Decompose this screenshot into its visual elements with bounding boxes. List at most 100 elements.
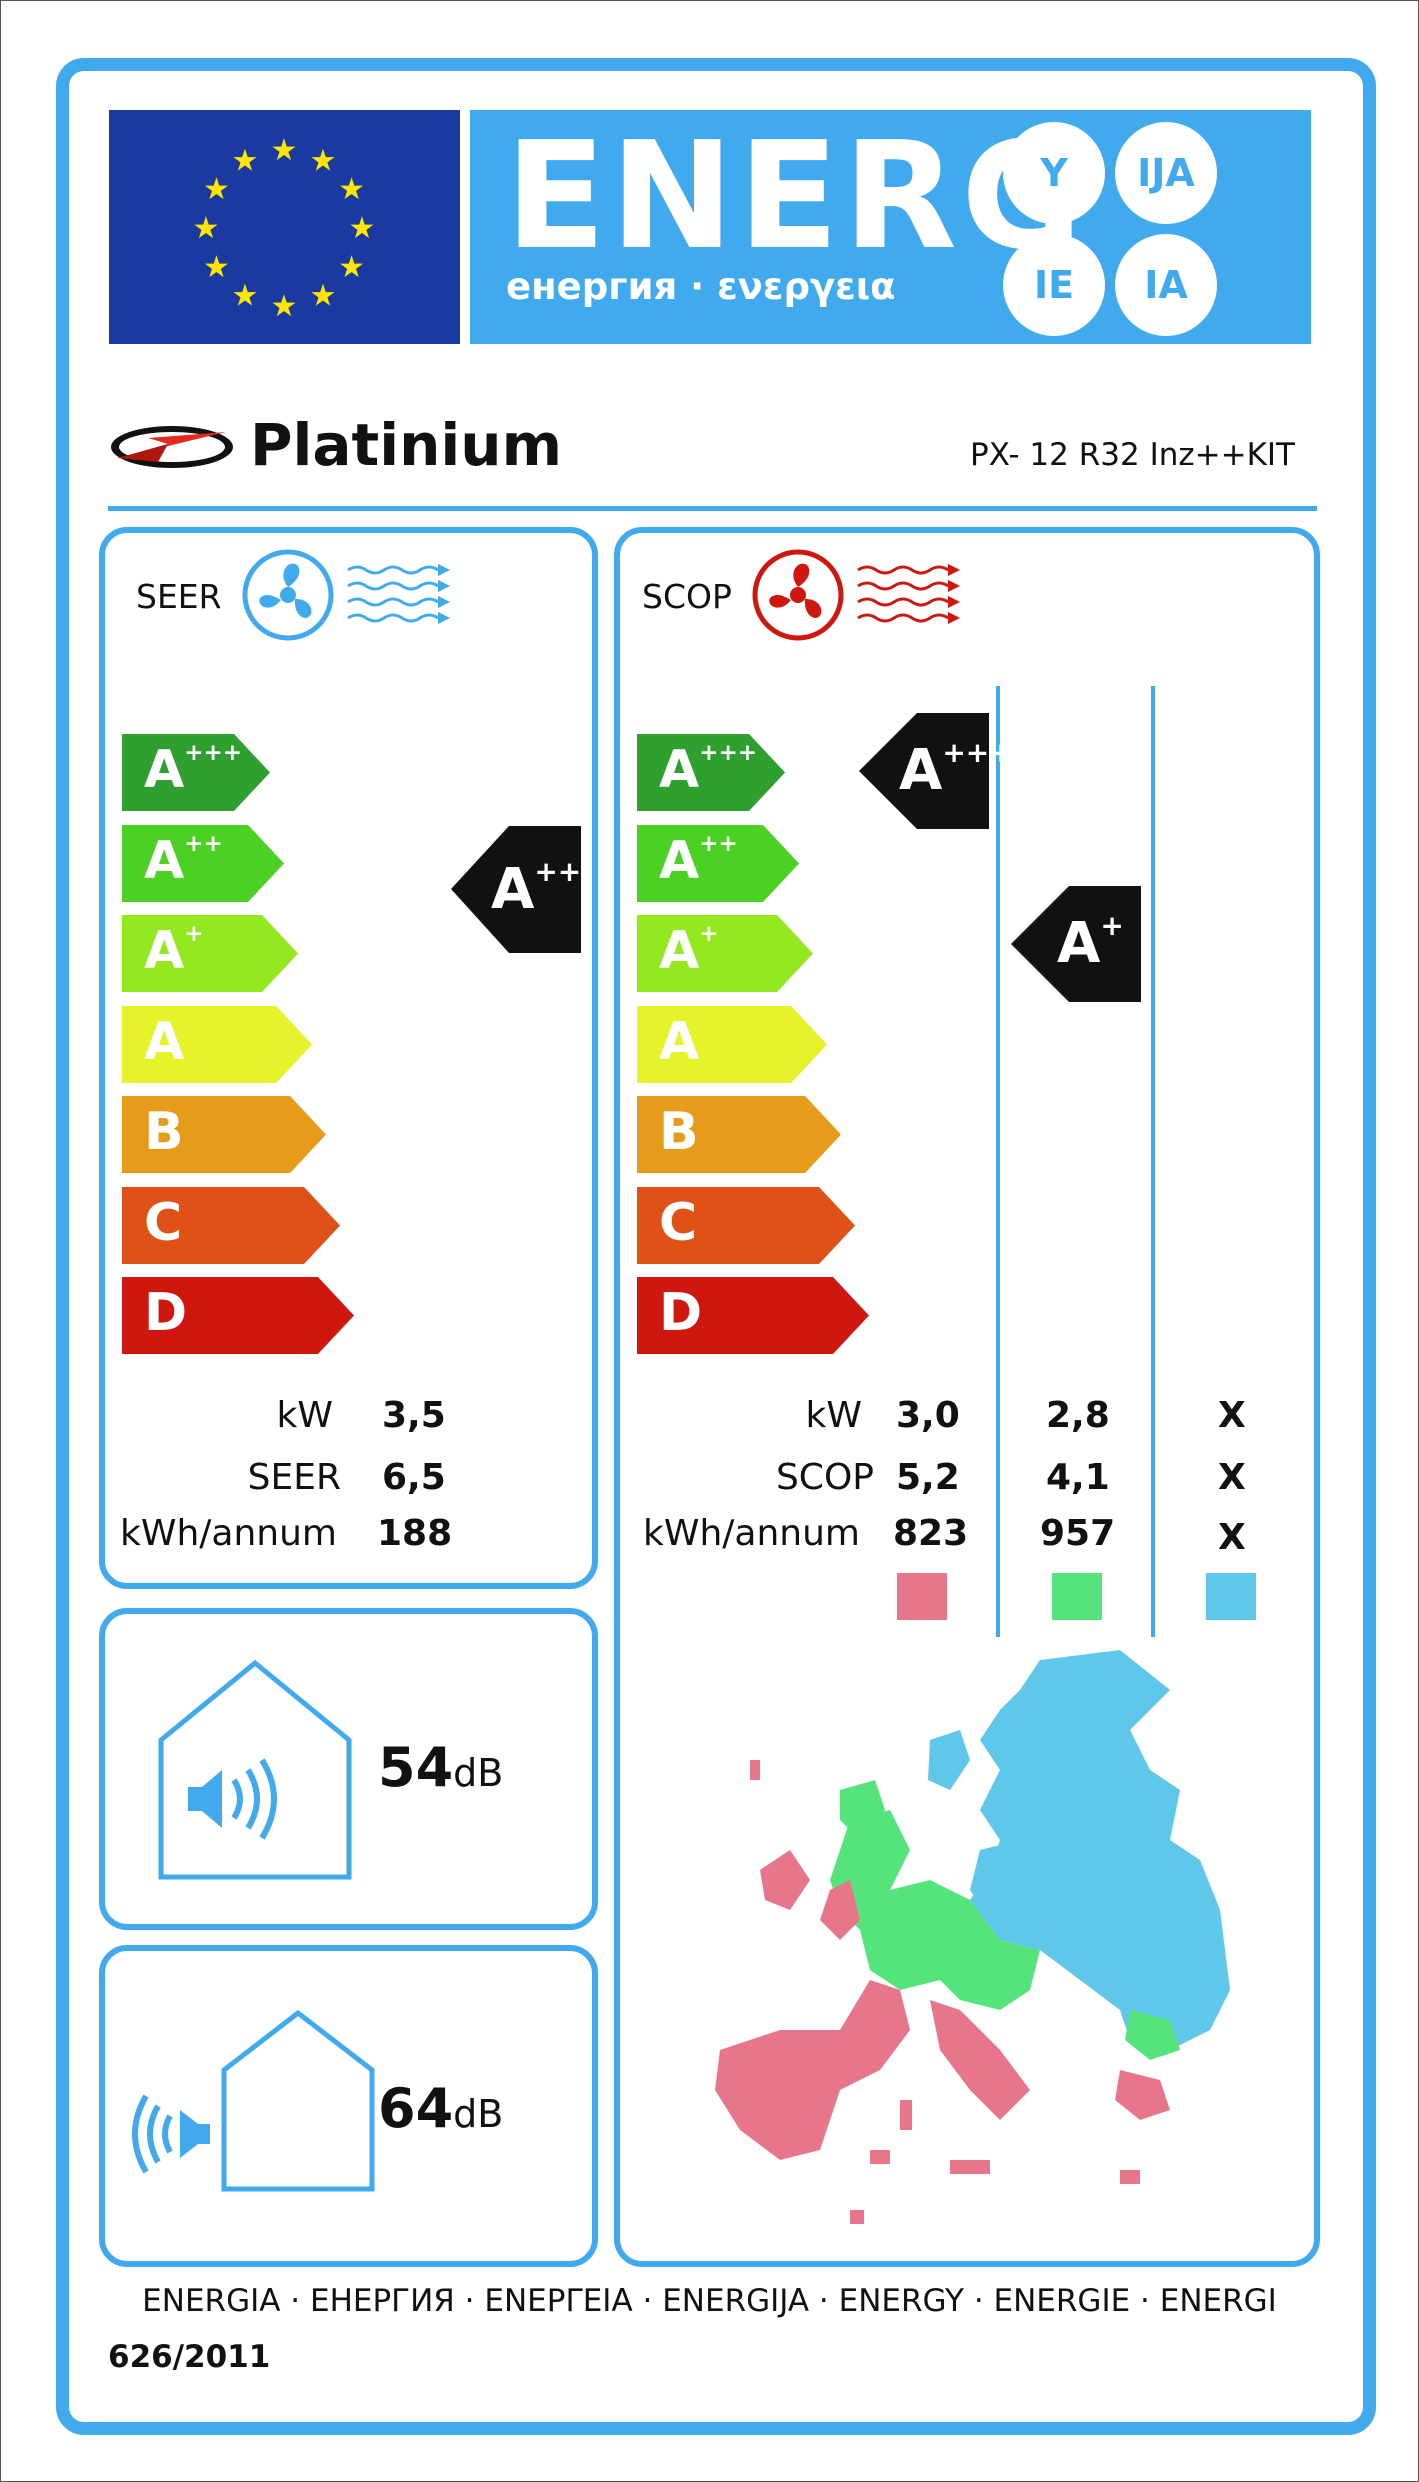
platinium-logo-icon	[108, 418, 236, 480]
heating-value-kwh-average: 957	[1040, 1513, 1116, 1554]
zone-swatch-average	[1052, 1573, 1102, 1620]
heating-value-kwh-warmer: 823	[893, 1513, 969, 1554]
eu-star-icon: ★	[271, 133, 298, 168]
energy-label-frame	[56, 58, 1376, 2435]
cooling-class-label: A+++	[144, 740, 243, 800]
heating-fan-icon	[750, 548, 972, 646]
heating-class-label: A++	[659, 831, 738, 891]
heating-class-arrow: A+	[637, 915, 813, 992]
language-suffix-ie: IE	[1003, 234, 1105, 336]
eu-star-icon: ★	[203, 172, 230, 207]
indoor-noise-panel	[99, 1608, 598, 1930]
outdoor-noise-panel	[99, 1945, 598, 2267]
heating-rating-average-pointer: A+	[1011, 886, 1141, 1013]
heating-value-kw-average: 2,8	[1046, 1395, 1110, 1436]
heating-value-kwh-colder: X	[1218, 1517, 1246, 1558]
language-suffix-ija: IJA	[1115, 122, 1217, 224]
language-suffix-ia: IA	[1115, 234, 1217, 336]
indoor-noise-number: 54	[378, 1736, 454, 1799]
brand-name: Platinium	[250, 411, 563, 479]
heating-class-arrow: A++	[637, 825, 799, 902]
heating-value-kw-colder: X	[1218, 1395, 1246, 1436]
heating-class-arrow: A	[637, 1006, 827, 1083]
cooling-class-label: B	[144, 1102, 184, 1162]
heating-rating-warmer-label: A+++	[899, 739, 1013, 799]
outdoor-noise-value: 64dB	[378, 2082, 503, 2136]
heating-class-arrow: B	[637, 1096, 841, 1173]
cooling-label-kwh: kWh/annum	[120, 1513, 337, 1554]
cooling-label-seer: SEER	[247, 1457, 341, 1498]
cooling-rating-label: A++	[491, 858, 581, 918]
divider	[108, 506, 1317, 511]
eu-star-icon: ★	[310, 143, 337, 178]
heating-rating-warmer-value: A+++	[899, 736, 1013, 803]
heating-class-label: C	[659, 1193, 698, 1253]
cooling-class-arrow: A+	[122, 915, 298, 992]
eu-star-icon: ★	[338, 250, 365, 285]
cooling-class-arrow: A++	[122, 825, 284, 902]
heating-rating-average-value: A+	[1057, 909, 1124, 976]
cooling-class-label: C	[144, 1193, 183, 1253]
eu-star-icon: ★	[193, 211, 220, 246]
zone-swatch-colder	[1206, 1573, 1256, 1620]
cooling-label-kw: kW	[276, 1395, 333, 1436]
heating-label-scop: SCOP	[775, 1457, 874, 1498]
heating-class-label: B	[659, 1102, 699, 1162]
cooling-class-arrow: A+++	[122, 734, 270, 811]
heating-rating-average-label: A+	[1057, 912, 1124, 972]
heating-value-scop-colder: X	[1218, 1457, 1246, 1498]
cooling-panel	[99, 527, 598, 1589]
indoor-noise-unit: dB	[453, 1751, 504, 1795]
energy-subtitle: енергия · ενεργεια	[506, 265, 896, 308]
heating-label-kwh: kWh/annum	[643, 1513, 860, 1554]
cooling-class-arrow: C	[122, 1187, 340, 1264]
heating-class-arrow: C	[637, 1187, 855, 1264]
heating-rating-warmer-pointer: A+++	[859, 713, 1013, 840]
zone-swatch-warmer	[897, 1573, 947, 1620]
eu-star-icon: ★	[271, 289, 298, 324]
eu-flag-icon: ★ ★ ★ ★ ★ ★ ★ ★ ★ ★ ★ ★	[109, 110, 460, 344]
energy-title: ENERG	[505, 110, 1087, 282]
eu-star-icon: ★	[232, 143, 259, 178]
heating-class-label: A	[659, 1012, 700, 1072]
heating-class-arrow: A+++	[637, 734, 785, 811]
zone-divider	[996, 686, 1000, 1637]
indoor-noise-value: 54dB	[378, 1741, 503, 1795]
cooling-value-kwh: 188	[377, 1513, 453, 1554]
indoor-noise-icon	[158, 1659, 352, 1884]
footer-languages: ENERGIA · ЕНЕРГИЯ · ΕΝΕΡΓΕΙΑ · ENERGIJA …	[142, 2283, 1277, 2319]
language-suffix-y: Y	[1003, 122, 1105, 224]
cooling-value-seer: 6,5	[382, 1457, 446, 1498]
eu-star-icon: ★	[338, 172, 365, 207]
heating-title: SCOP	[642, 577, 732, 616]
cooling-class-arrow: D	[122, 1277, 354, 1354]
heating-class-label: D	[659, 1283, 703, 1343]
cooling-title: SEER	[136, 577, 222, 616]
cooling-class-label: A	[144, 1012, 185, 1072]
outdoor-noise-number: 64	[378, 2077, 454, 2140]
outdoor-noise-icon	[128, 2009, 378, 2196]
heating-class-label: A+++	[659, 740, 758, 800]
model-identifier: PX- 12 R32 Inz++KIT	[970, 437, 1295, 473]
heating-class-label: A+	[659, 921, 719, 981]
eu-star-icon: ★	[232, 279, 259, 314]
eu-star-icon: ★	[203, 250, 230, 285]
regulation-number: 626/2011	[108, 2339, 271, 2375]
cooling-fan-icon	[240, 548, 462, 646]
eu-star-icon: ★	[310, 279, 337, 314]
heating-value-scop-warmer: 5,2	[896, 1457, 960, 1498]
cooling-value-kw: 3,5	[382, 1395, 446, 1436]
europe-climate-map	[700, 1650, 1240, 2254]
heating-class-arrow: D	[637, 1277, 869, 1354]
cooling-class-label: A++	[144, 831, 223, 891]
cooling-class-label: D	[144, 1283, 188, 1343]
cooling-class-label: A+	[144, 921, 204, 981]
cooling-class-arrow: B	[122, 1096, 326, 1173]
outdoor-noise-unit: dB	[453, 2092, 504, 2136]
eu-star-icon: ★	[349, 211, 376, 246]
heating-panel	[614, 527, 1320, 2267]
cooling-rating-value: A++	[491, 855, 582, 922]
zone-divider	[1151, 686, 1155, 1637]
heating-value-scop-average: 4,1	[1046, 1457, 1110, 1498]
cooling-class-arrow: A	[122, 1006, 312, 1083]
